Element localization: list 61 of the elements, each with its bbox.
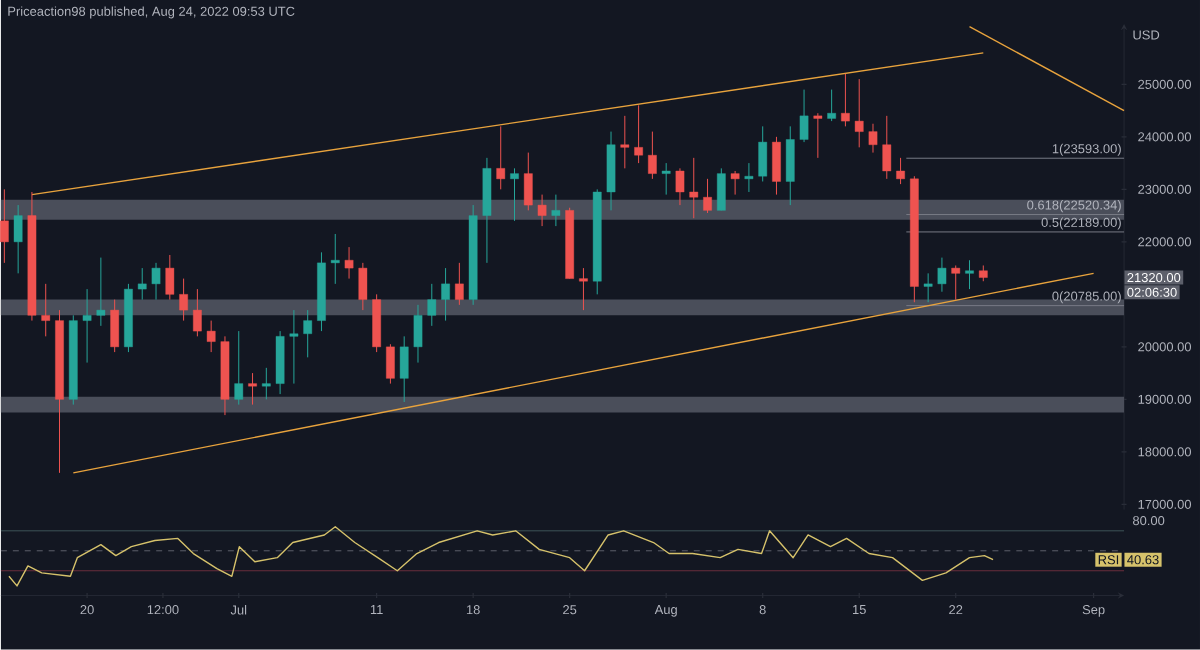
candlestick [179, 278, 188, 322]
candlestick [689, 157, 699, 219]
candlestick [965, 259, 974, 290]
candlestick [482, 157, 492, 264]
candlestick [13, 204, 23, 275]
candlestick [827, 89, 836, 122]
candlestick [730, 170, 740, 196]
candlestick [151, 262, 161, 301]
candlestick [82, 288, 92, 364]
candlestick [551, 194, 561, 227]
candlestick [303, 309, 313, 359]
candlestick [110, 299, 119, 353]
candlestick [716, 168, 726, 212]
candlestick [675, 168, 685, 206]
candlestick [165, 254, 175, 301]
candlestick [137, 267, 147, 301]
candlestick [41, 283, 51, 338]
candlestick [413, 304, 423, 364]
candlestick [344, 246, 354, 280]
candlestick [785, 126, 795, 206]
candlestick [441, 267, 450, 322]
candlestick [537, 194, 547, 227]
candlestick [399, 336, 409, 403]
candlestick [330, 233, 340, 285]
candlestick [620, 115, 630, 170]
candlestick [703, 178, 712, 214]
candlestick [523, 152, 533, 212]
candlestick [923, 273, 933, 303]
candlestick [606, 131, 616, 212]
candlestick [248, 372, 257, 406]
candlestick [289, 309, 299, 385]
candlestick [0, 189, 9, 264]
candlestick [868, 123, 878, 154]
candlestick [579, 267, 588, 311]
candlestick [634, 105, 643, 164]
candlestick [882, 115, 892, 180]
candlestick [510, 168, 519, 222]
candlestick [648, 131, 657, 180]
candlestick [234, 330, 244, 406]
candlestick [937, 257, 947, 293]
candlestick [951, 265, 961, 301]
candlestick [275, 330, 285, 395]
candlestick [206, 320, 216, 353]
candlestick [744, 162, 754, 193]
candlestick [896, 157, 905, 185]
candlestick [799, 89, 809, 143]
candlestick [813, 112, 823, 159]
candlestick [496, 126, 506, 191]
candlestick [661, 162, 671, 196]
candlestick [758, 126, 768, 183]
candlestick [455, 262, 464, 306]
candlestick [372, 294, 381, 353]
candlestick [193, 288, 202, 338]
candlestick [854, 78, 864, 149]
candlestick [386, 343, 395, 385]
candlestick [427, 283, 437, 327]
candlestick [358, 262, 368, 311]
candlestick [261, 367, 271, 401]
candlestick [772, 136, 781, 196]
candlestick [841, 73, 850, 128]
candlestick [96, 257, 106, 327]
